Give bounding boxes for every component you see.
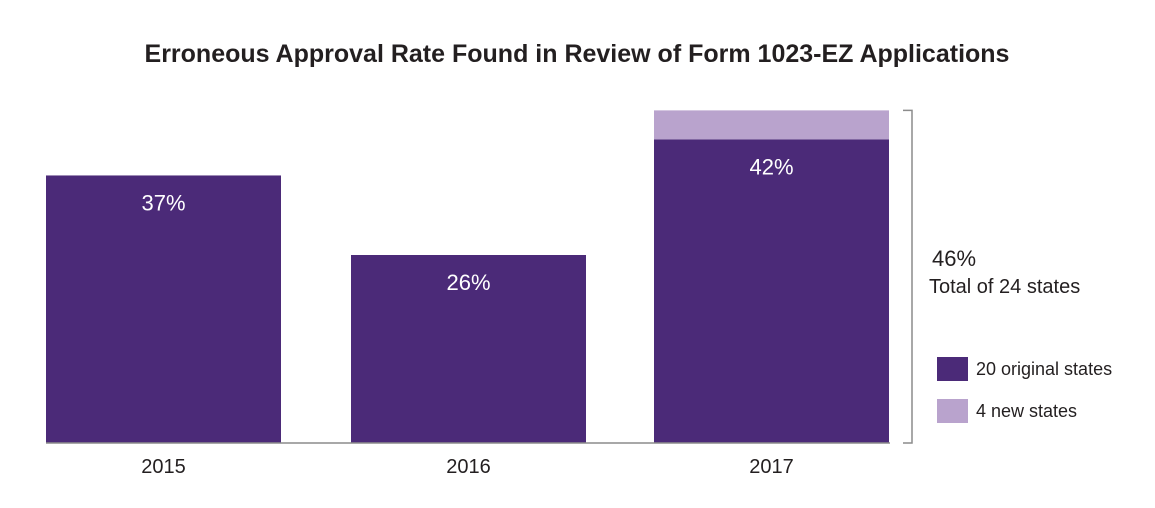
bar-2016-series-0 xyxy=(351,255,586,443)
total-description: Total of 24 states xyxy=(929,276,1080,298)
total-bracket xyxy=(903,109,913,444)
x-tick-label-2015: 2015 xyxy=(141,456,186,478)
bar-value-label-2015: 37% xyxy=(141,190,185,215)
bar-value-label-2016: 26% xyxy=(446,270,490,295)
chart-title: Erroneous Approval Rate Found in Review … xyxy=(145,40,1010,68)
legend-label-original-states: 20 original states xyxy=(976,359,1112,379)
bar-value-label-2017: 42% xyxy=(749,154,793,179)
bar-2015-series-0 xyxy=(46,175,281,443)
bar-2017-series-1 xyxy=(654,110,889,140)
x-tick-label-2016: 2016 xyxy=(446,456,491,478)
bars: 37% 26% 42% xyxy=(46,110,889,444)
legend-swatch-new-states xyxy=(937,399,968,423)
legend-swatch-original-states xyxy=(937,357,968,381)
x-axis-ticks: 2015 2016 2017 xyxy=(141,456,794,478)
bar-2017-series-0 xyxy=(654,139,889,444)
x-tick-label-2017: 2017 xyxy=(749,456,794,478)
legend-label-new-states: 4 new states xyxy=(976,401,1077,421)
legend: 20 original states 4 new states xyxy=(937,357,1112,423)
total-percentage: 46% xyxy=(932,246,976,271)
